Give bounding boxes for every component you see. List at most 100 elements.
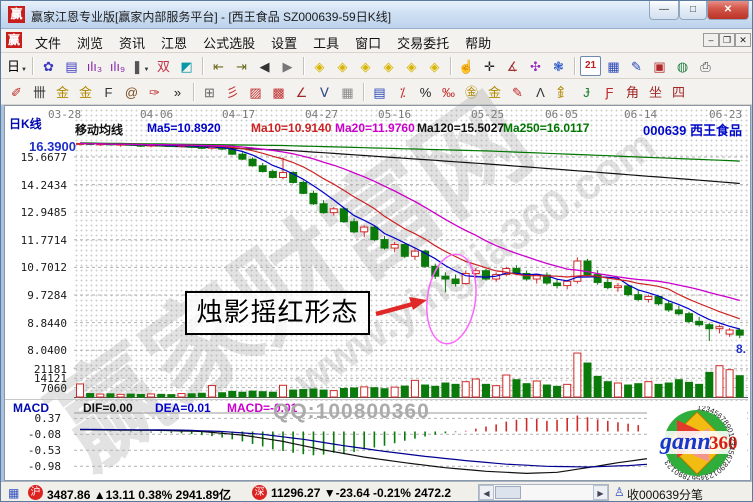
percent-tool-icon[interactable]: ⁒: [399, 84, 406, 100]
volume-tick: 7060: [40, 381, 68, 395]
tick-view-label[interactable]: 收000639分笔: [627, 488, 704, 502]
pattern-icon[interactable]: 双: [156, 58, 170, 74]
menu-浏览[interactable]: 浏览: [77, 36, 104, 51]
tick-view-icon[interactable]: ♙: [614, 485, 625, 499]
fan-lines-icon[interactable]: 彡: [225, 84, 239, 100]
diamond-expand-icon[interactable]: ◈: [429, 58, 440, 74]
diamond-vertical-icon[interactable]: ◈: [406, 58, 417, 74]
notebook-icon[interactable]: ✎: [631, 58, 642, 74]
stock-pool-icon[interactable]: ✿: [43, 58, 54, 74]
speed-angle-icon[interactable]: 角: [625, 84, 639, 100]
ma-legend-item: Ma120=15.5027: [417, 121, 505, 135]
shenzhen-index-quote[interactable]: 11296.27 ▼-23.64 -0.21% 2472.2: [271, 486, 452, 500]
chart-panel: 赢家财富网 www.yingjia360.com 日K线 03-28 04-06 0…: [4, 74, 752, 491]
first-page-icon[interactable]: ⇤: [213, 58, 224, 74]
j-angle-icon[interactable]: Ɉ: [583, 84, 590, 100]
candle-type-button[interactable]: ❚▼: [131, 58, 150, 74]
calculator-icon[interactable]: ▦: [607, 58, 620, 74]
export-icon[interactable]: ◍: [676, 58, 689, 74]
crosshair-icon[interactable]: ✛: [484, 58, 495, 74]
scroll-thumb[interactable]: [495, 486, 521, 499]
last-page-icon[interactable]: ⇥: [236, 58, 247, 74]
matrix-icon[interactable]: ▦: [341, 84, 354, 100]
menu-设置[interactable]: 设置: [271, 36, 298, 51]
close-button[interactable]: ✕: [707, 1, 749, 20]
diamond-plus-icon[interactable]: ◈: [383, 58, 394, 74]
gann-grid-icon[interactable]: 卌: [32, 84, 46, 100]
gold-coin-icon[interactable]: ㊎: [464, 84, 478, 100]
ma-legend-item: Ma10=10.9140: [251, 121, 332, 135]
svg-text:gann: gann: [659, 429, 711, 455]
gann360-logo: gann 360 1234567890123456789012345678901…: [647, 406, 747, 480]
a-wave-icon[interactable]: Ʌ: [536, 84, 545, 100]
date-label: 04-27: [305, 108, 339, 121]
minimize-button[interactable]: —: [649, 1, 679, 20]
percent-icon[interactable]: %: [419, 84, 432, 100]
quote-list-icon[interactable]: ▤: [373, 84, 386, 100]
menu-文件[interactable]: 文件: [35, 36, 62, 51]
period-button[interactable]: 日▼: [7, 58, 27, 74]
menu-公式选股[interactable]: 公式选股: [203, 36, 256, 51]
fibonacci-icon[interactable]: F: [104, 84, 113, 100]
f-angle-icon[interactable]: Ƒ: [605, 84, 614, 100]
shanghai-icon[interactable]: 沪: [28, 485, 43, 500]
menu-窗口[interactable]: 窗口: [355, 36, 382, 51]
measure-pen-icon[interactable]: ✑: [149, 84, 160, 100]
kline-chart[interactable]: [5, 106, 752, 480]
more-tools-icon[interactable]: »: [173, 84, 182, 100]
angle-lines-icon[interactable]: ∠: [295, 84, 308, 100]
gold-grid2-icon[interactable]: 金: [78, 84, 92, 100]
shenzhen-icon[interactable]: 深: [252, 485, 267, 500]
grid-icon[interactable]: ▦: [8, 486, 20, 500]
menu-交易委托[interactable]: 交易委托: [397, 36, 450, 51]
menu-江恩[interactable]: 江恩: [161, 36, 188, 51]
shanghai-index-quote[interactable]: 3487.86 ▲13.11 0.38% 2941.89亿: [47, 488, 232, 502]
bars-3-icon[interactable]: ılı₃: [86, 58, 103, 74]
mdi-restore-button[interactable]: ❐: [719, 33, 735, 47]
scroll-left-arrow[interactable]: ◀: [479, 485, 494, 500]
hand-icon[interactable]: ☝: [458, 58, 475, 74]
diamond-left-icon[interactable]: ◈: [314, 58, 325, 74]
menu-帮助[interactable]: 帮助: [465, 36, 492, 51]
color-chart-icon[interactable]: ◩: [180, 58, 193, 74]
percent-lines-icon[interactable]: ‰: [442, 84, 455, 100]
wave-v-icon[interactable]: Ⅴ: [320, 84, 329, 100]
save-icon[interactable]: ▣: [653, 58, 666, 74]
mdi-minimize-button[interactable]: –: [703, 33, 719, 47]
box-tool-icon[interactable]: ⊞: [204, 84, 215, 100]
bars-9-icon[interactable]: ılı₉: [109, 58, 126, 74]
macd-tick: 0.37: [34, 412, 62, 426]
macd-header-item: DIF=0.00: [83, 401, 133, 415]
mdi-close-button[interactable]: ✕: [735, 33, 751, 47]
info-board-icon[interactable]: ▤: [65, 58, 78, 74]
menu-app-icon: 赢: [6, 32, 22, 48]
draw-pen-icon[interactable]: ✐: [11, 84, 22, 100]
diamond-cross-icon[interactable]: ◈: [360, 58, 371, 74]
brush-angle-icon[interactable]: ✎: [512, 84, 523, 100]
last-price-tag: 8.: [736, 342, 747, 356]
maximize-button[interactable]: □: [679, 1, 707, 20]
diamond-right-icon[interactable]: ◈: [337, 58, 348, 74]
gold-angle-icon[interactable]: 釒: [556, 84, 570, 100]
angle-measure-icon[interactable]: ∡: [506, 58, 519, 74]
horizontal-scrollbar[interactable]: ◀ ▶: [478, 484, 609, 501]
four-angle-icon[interactable]: 四: [671, 84, 685, 100]
scroll-right-arrow[interactable]: ▶: [593, 485, 608, 500]
price-tick: 9.7284: [27, 289, 67, 302]
print-icon[interactable]: ⎙: [700, 58, 711, 74]
seat-angle-icon[interactable]: 坐: [648, 84, 662, 100]
menu-工具[interactable]: 工具: [313, 36, 340, 51]
ma-legend-item: Ma5=10.8920: [147, 121, 221, 135]
calendar-icon[interactable]: 21: [580, 55, 601, 76]
toolbar-separator: [574, 56, 575, 75]
spiral-icon[interactable]: @: [124, 84, 139, 100]
gold-grid-icon[interactable]: 金: [55, 84, 69, 100]
gold-lines-icon[interactable]: 金: [487, 84, 501, 100]
wave-tool-icon[interactable]: ❃: [553, 58, 564, 74]
net-box-icon[interactable]: ▩: [272, 84, 285, 100]
pattern-box-icon[interactable]: ▨: [249, 84, 262, 100]
next-icon[interactable]: ▶: [282, 58, 293, 74]
gann-tool-icon[interactable]: ✣: [530, 58, 541, 74]
menu-资讯[interactable]: 资讯: [119, 36, 146, 51]
prev-icon[interactable]: ◀: [259, 58, 270, 74]
